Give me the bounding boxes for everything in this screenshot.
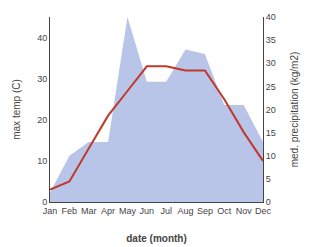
svg-text:0: 0 [266, 197, 271, 207]
svg-text:Jul: Jul [160, 206, 172, 216]
svg-text:25: 25 [266, 82, 276, 92]
svg-text:30: 30 [37, 74, 47, 84]
svg-text:5: 5 [266, 174, 271, 184]
svg-text:max temp (C): max temp (C) [11, 79, 22, 140]
svg-text:May: May [119, 206, 137, 216]
svg-text:0: 0 [42, 197, 47, 207]
svg-text:40: 40 [37, 33, 47, 43]
svg-text:20: 20 [37, 115, 47, 125]
svg-text:15: 15 [266, 128, 276, 138]
svg-text:Sep: Sep [197, 206, 213, 216]
svg-text:Oct: Oct [217, 206, 232, 216]
svg-text:Aug: Aug [178, 206, 194, 216]
svg-text:Jan: Jan [43, 206, 58, 216]
svg-text:Dec: Dec [255, 206, 272, 216]
svg-text:10: 10 [266, 151, 276, 161]
svg-text:40: 40 [266, 12, 276, 22]
svg-text:35: 35 [266, 35, 276, 45]
svg-text:20: 20 [266, 105, 276, 115]
svg-text:Feb: Feb [62, 206, 78, 216]
svg-text:date (month): date (month) [126, 233, 187, 244]
svg-text:Mar: Mar [81, 206, 97, 216]
svg-text:med. precipitation (kg/m2): med. precipitation (kg/m2) [289, 52, 300, 168]
svg-text:Apr: Apr [101, 206, 115, 216]
svg-text:30: 30 [266, 58, 276, 68]
svg-text:10: 10 [37, 156, 47, 166]
svg-text:Nov: Nov [236, 206, 253, 216]
svg-text:Jun: Jun [140, 206, 155, 216]
